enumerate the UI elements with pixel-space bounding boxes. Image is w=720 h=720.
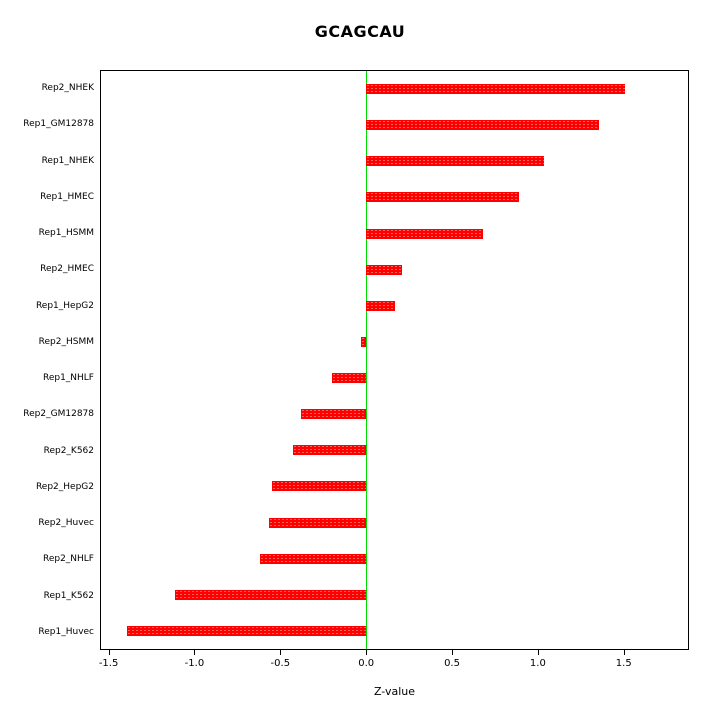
bar	[361, 336, 367, 347]
y-tick-label: Rep2_HepG2	[35, 481, 94, 492]
y-tick-label: Rep1_Huvec	[38, 626, 94, 637]
bar	[268, 517, 367, 528]
x-tick-mark	[280, 650, 282, 655]
x-tick-mark	[537, 650, 539, 655]
y-tick-label: Rep2_NHLF	[42, 554, 94, 565]
y-tick-label: Rep1_HMEC	[40, 191, 94, 202]
bar	[272, 481, 367, 492]
x-tick-mark	[623, 650, 625, 655]
bar	[366, 84, 625, 95]
bar	[366, 120, 599, 131]
bar	[292, 445, 367, 456]
bar	[366, 156, 545, 167]
x-tick-label: -1.5	[98, 658, 119, 669]
y-tick-label: Rep2_HMEC	[40, 264, 94, 275]
y-tick-label: Rep2_HSMM	[38, 336, 94, 347]
bar	[366, 264, 403, 275]
plot-area	[100, 70, 689, 650]
zero-line	[366, 71, 368, 649]
x-tick-label: -0.5	[270, 658, 291, 669]
x-tick-mark	[108, 650, 110, 655]
x-tick-label: 1.0	[529, 658, 546, 669]
y-tick-label: Rep2_Huvec	[38, 518, 94, 529]
x-tick-mark	[366, 650, 368, 655]
chart-title: GCAGCAU	[314, 22, 406, 41]
bar	[174, 589, 367, 600]
x-tick-label: -1.0	[184, 658, 205, 669]
x-axis-label: Z-value	[373, 685, 416, 698]
x-tick-label: 0.5	[444, 658, 460, 669]
y-tick-label: Rep2_GM12878	[23, 409, 94, 420]
y-tick-label: Rep2_NHEK	[41, 83, 94, 94]
y-tick-label: Rep1_NHEK	[41, 155, 94, 166]
y-tick-label: Rep1_GM12878	[23, 119, 94, 130]
x-tick-mark	[194, 650, 196, 655]
y-tick-label: Rep1_K562	[43, 590, 94, 601]
y-tick-label: Rep1_HSMM	[38, 228, 94, 239]
x-tick-label: 1.5	[615, 658, 632, 669]
x-axis: -1.5 -1.0 -0.5 0.0 0.5 1.0 1.5	[98, 650, 689, 680]
bar	[366, 192, 519, 203]
y-tick-label: Rep1_NHLF	[42, 373, 94, 384]
y-axis-labels: Rep2_NHEK Rep1_GM12878 Rep1_NHEK Rep1_HMEC R…	[0, 70, 94, 650]
bar	[366, 300, 396, 311]
x-tick-label: 0.0	[358, 658, 375, 669]
bar	[126, 625, 367, 636]
bar	[301, 409, 367, 420]
bar	[332, 373, 367, 384]
bar	[366, 228, 483, 239]
x-tick-mark	[452, 650, 454, 655]
y-tick-label: Rep1_HepG2	[35, 300, 94, 311]
y-tick-label: Rep2_K562	[43, 445, 94, 456]
bar	[260, 553, 367, 564]
